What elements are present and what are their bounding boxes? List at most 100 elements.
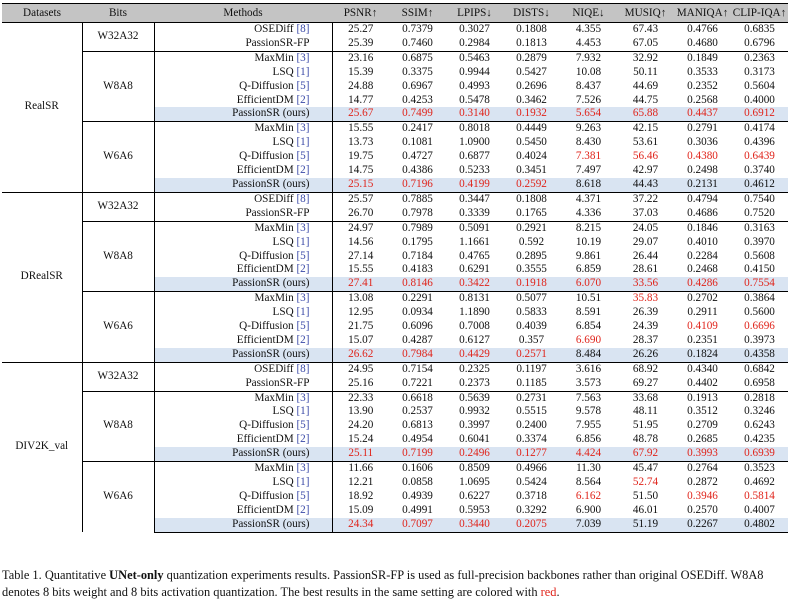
metric-value: 25.39 — [348, 36, 374, 49]
metric-value: 0.3997 — [459, 419, 490, 432]
metric-value: 0.2570 — [687, 503, 718, 516]
metric-value: 37.22 — [617, 191, 674, 207]
metric-value: 0.4692 — [744, 476, 775, 488]
metric-value: 0.7008 — [459, 320, 490, 333]
method-cell: LSQ [1] — [154, 476, 333, 490]
metric-value: 0.1849 — [674, 50, 731, 66]
metric-value: 8.591 — [575, 306, 602, 319]
metric-value: 0.4358 — [731, 347, 788, 363]
metric-value: 0.2496 — [446, 447, 503, 462]
metric-value: 0.2131 — [674, 177, 731, 193]
method-cell: LSQ [1] — [154, 306, 333, 321]
metric-value: 0.5604 — [744, 79, 775, 92]
column-header: Methods — [154, 3, 332, 23]
method-cell: Q-Diffusion [5] — [154, 150, 333, 165]
metric-value: 46.01 — [632, 503, 659, 516]
method-name: EfficientDM — [236, 93, 294, 106]
table-row: LSQ [1] 12.21 0.0858 1.0695 0.5424 8.564 52.74… — [2, 476, 788, 490]
metric-value: 0.3173 — [744, 65, 775, 78]
metric-value: 4.453 — [575, 36, 602, 49]
metric-value: 0.7196 — [389, 177, 446, 193]
metric-value: 7.932 — [560, 50, 617, 66]
metric-value: 67.92 — [617, 447, 674, 462]
method-name: PassionSR-FP — [245, 376, 310, 389]
table-row: Q-Diffusion [5] 18.92 0.4939 0.6227 0.3718 6.… — [2, 489, 788, 504]
table-row: Q-Diffusion [5] 19.75 0.4727 0.6877 0.4024 7.… — [2, 150, 788, 165]
metric-value: 0.9944 — [459, 65, 490, 78]
metric-value: 0.2267 — [674, 517, 731, 533]
metric-value: 10.51 — [560, 291, 617, 307]
method-name: PassionSR-FP — [245, 206, 310, 219]
metric-value: 52.74 — [632, 476, 659, 488]
method-cell: PassionSR-FP — [154, 36, 333, 52]
metric-value: 0.6875 — [389, 50, 446, 66]
metric-value: 6.856 — [575, 433, 602, 446]
metric-value: 6.162 — [575, 489, 602, 502]
caption-prefix: Table 1. Quantitative — [2, 568, 110, 582]
results-table: Datasets Bits Methods PSNR↑ SSIM↑ LPIPS↓ DISTS… — [2, 3, 788, 533]
method-name: MaxMin — [254, 221, 294, 234]
metric-value: 0.4174 — [731, 121, 788, 137]
metric-value: 0.5463 — [446, 50, 503, 66]
metric-value: 0.7460 — [402, 36, 433, 49]
metric-value: 0.6877 — [459, 150, 490, 163]
citation-ref: [8] — [296, 23, 310, 35]
metric-value: 0.7184 — [402, 249, 433, 262]
metric-value: 0.8509 — [446, 461, 503, 476]
metric-value: 0.8018 — [446, 121, 503, 137]
metric-value: 0.6967 — [402, 79, 433, 92]
method-cell: PassionSR-FP — [154, 376, 333, 392]
metric-value: 27.41 — [332, 277, 389, 292]
citation-ref: [2] — [296, 433, 310, 446]
citation-ref: [5] — [296, 79, 310, 92]
metric-value: 27.14 — [348, 249, 374, 262]
metric-value: 26.70 — [348, 206, 374, 219]
metric-value: 0.4686 — [687, 206, 718, 219]
metric-value: 0.3375 — [402, 65, 433, 78]
table-row: EfficientDM [2] 14.75 0.4386 0.5233 0.3451 7.… — [2, 164, 788, 178]
method-cell: OSEDiff [8] — [154, 191, 333, 207]
caption-middle: quantization experiments results. Passio… — [2, 568, 764, 599]
metric-value: 3.616 — [560, 361, 617, 377]
metric-value: 0.5450 — [516, 136, 547, 149]
metric-value: 0.2325 — [446, 361, 503, 377]
metric-value: 0.2075 — [503, 517, 560, 533]
method-name: Q-Diffusion — [239, 150, 294, 163]
metric-value: 67.43 — [617, 21, 674, 37]
metric-value: 44.75 — [632, 93, 659, 106]
method-name: PassionSR-FP — [245, 36, 310, 49]
metric-value: 0.3440 — [446, 517, 503, 533]
citation-ref: [2] — [296, 503, 310, 516]
metric-value: 0.2592 — [503, 177, 560, 193]
caption-red-word: red — [540, 585, 557, 599]
metric-value: 5.654 — [560, 107, 617, 122]
metric-value: 0.4429 — [446, 347, 503, 363]
metric-value: 25.11 — [332, 447, 389, 462]
metric-value: 45.47 — [617, 461, 674, 476]
method-cell: Q-Diffusion [5] — [154, 320, 333, 334]
metric-value: 56.46 — [632, 150, 659, 163]
method-name: PassionSR (ours) — [232, 517, 310, 530]
metric-value: 0.1277 — [503, 447, 560, 462]
metric-value: 8.484 — [560, 347, 617, 363]
metric-value: 26.62 — [332, 347, 389, 363]
table-row: EfficientDM [2] 14.77 0.4253 0.5478 0.3462 7.… — [2, 93, 788, 108]
metric-value: 0.1197 — [503, 361, 560, 377]
method-cell: LSQ [1] — [154, 65, 333, 80]
metric-value: 8.564 — [575, 476, 602, 488]
metric-value: 0.5600 — [744, 306, 775, 319]
citation-ref: [5] — [296, 489, 310, 502]
method-cell: OSEDiff [8] — [154, 21, 333, 37]
metric-value: 0.5478 — [459, 93, 490, 106]
metric-value: 0.4150 — [744, 263, 775, 276]
citation-ref: [3] — [296, 292, 310, 305]
table-body: RealSR W32A32 OSEDiff [8] 25.27 0.7379 0.3027… — [2, 21, 788, 533]
metric-value: 0.7984 — [389, 347, 446, 363]
metric-value: 0.5639 — [446, 390, 503, 406]
citation-ref: [5] — [296, 150, 310, 163]
metric-value: 0.3946 — [687, 489, 718, 502]
metric-value: 0.4396 — [744, 136, 775, 149]
method-cell: PassionSR (ours) — [154, 107, 333, 122]
method-cell: Q-Diffusion [5] — [154, 79, 333, 94]
metric-value: 0.1606 — [389, 461, 446, 476]
